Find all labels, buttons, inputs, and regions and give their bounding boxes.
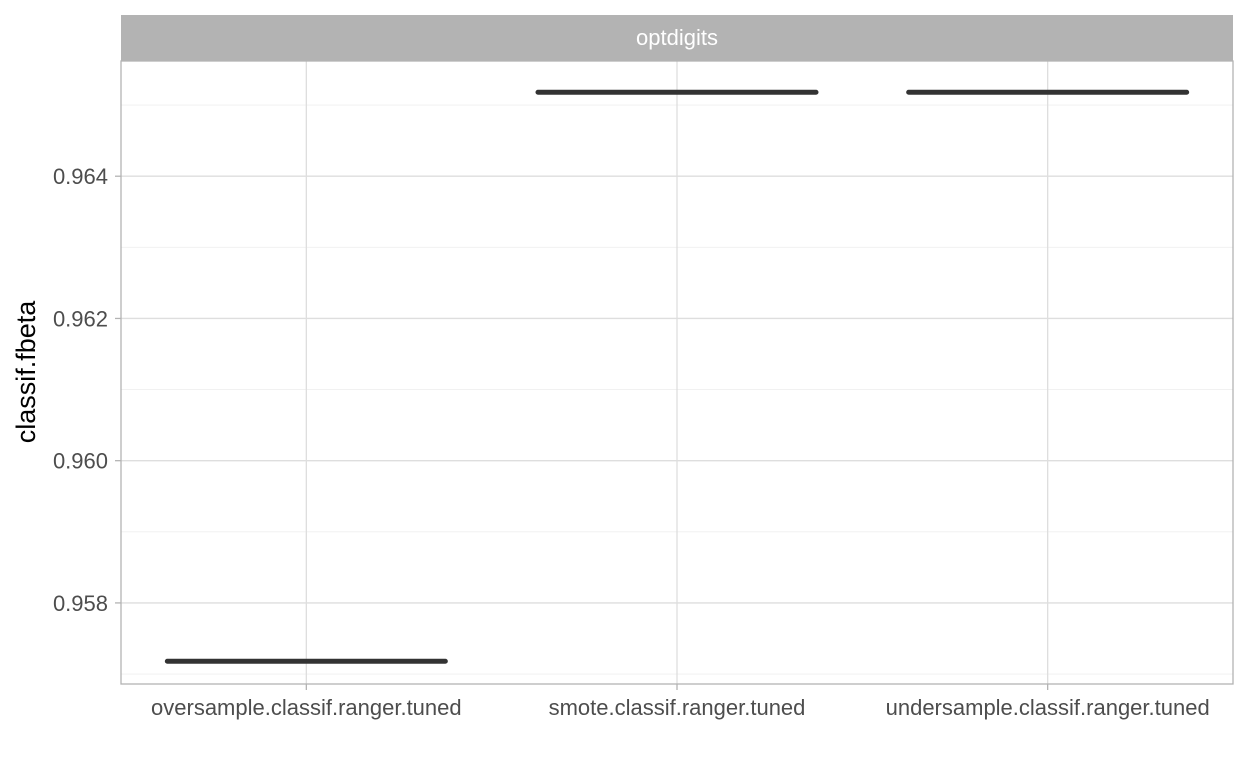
y-tick-label: 0.962 [53,306,108,331]
x-axis: oversample.classif.ranger.tuned smote.cla… [151,684,1210,720]
x-tick-label: oversample.classif.ranger.tuned [151,695,462,720]
y-tick-label: 0.958 [53,591,108,616]
facet-strip-label: optdigits [636,25,718,50]
y-tick-label: 0.964 [53,164,108,189]
facet-strip [121,15,1233,61]
y-axis-title: classif.fbeta [11,300,41,444]
y-axis: 0.958 0.960 0.962 0.964 [53,164,121,616]
major-gridlines [121,61,1233,684]
x-tick-label: undersample.classif.ranger.tuned [886,695,1210,720]
y-tick-label: 0.960 [53,449,108,474]
box-medians [164,89,1190,664]
x-tick-label: smote.classif.ranger.tuned [549,695,806,720]
